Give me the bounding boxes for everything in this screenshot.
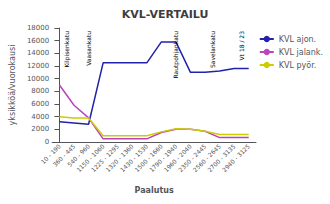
svg-text:360 - 445: 360 - 445 <box>51 142 77 168</box>
svg-text:yksikköä/vuorokausi: yksikköä/vuorokausi <box>8 45 17 126</box>
svg-text:2350 - 2445: 2350 - 2445 <box>176 142 208 174</box>
svg-text:2940 - 3125: 2940 - 3125 <box>220 142 251 173</box>
svg-text:KVL jalank.: KVL jalank. <box>279 48 323 57</box>
svg-text:Savelankatu: Savelankatu <box>209 31 216 68</box>
svg-text:1225 - 1295: 1225 - 1295 <box>89 142 121 174</box>
svg-text:Kilpisenkatu: Kilpisenkatu <box>63 31 71 68</box>
svg-text:6000: 6000 <box>31 100 49 108</box>
svg-text:540 - 960: 540 - 960 <box>65 142 91 168</box>
svg-text:1430 - 1530: 1430 - 1530 <box>118 142 150 174</box>
svg-text:10 - 190: 10 - 190 <box>39 142 62 166</box>
svg-text:8000: 8000 <box>31 87 49 95</box>
svg-text:0: 0 <box>45 138 49 146</box>
svg-text:Vaasankatu: Vaasankatu <box>85 31 92 66</box>
svg-text:16000: 16000 <box>27 37 49 45</box>
svg-text:Vt 18 / 23: Vt 18 / 23 <box>238 31 245 61</box>
svg-text:1790 - 1940: 1790 - 1940 <box>147 142 179 174</box>
svg-text:1500 - 1660: 1500 - 1660 <box>133 142 164 174</box>
svg-text:Rautpohjankatu: Rautpohjankatu <box>172 31 180 79</box>
svg-text:2000: 2000 <box>31 125 49 133</box>
svg-text:2700 - 3135: 2700 - 3135 <box>205 142 237 174</box>
svg-text:2560 - 2645: 2560 - 2645 <box>191 142 223 174</box>
svg-text:1150 - 1060: 1150 - 1060 <box>74 142 106 174</box>
svg-text:Paalutus: Paalutus <box>134 186 173 195</box>
svg-text:10000: 10000 <box>27 75 49 83</box>
svg-text:KVL pyör.: KVL pyör. <box>279 61 317 70</box>
svg-text:4000: 4000 <box>31 113 49 121</box>
svg-text:KVL-VERTAILU: KVL-VERTAILU <box>122 8 209 21</box>
svg-text:12000: 12000 <box>27 62 49 70</box>
svg-text:1960 - 2040: 1960 - 2040 <box>162 142 193 174</box>
svg-text:KVL ajon.: KVL ajon. <box>279 35 316 44</box>
svg-text:1320 - 1360: 1320 - 1360 <box>104 142 135 174</box>
svg-text:14000: 14000 <box>27 49 49 57</box>
svg-text:18000: 18000 <box>27 24 49 32</box>
